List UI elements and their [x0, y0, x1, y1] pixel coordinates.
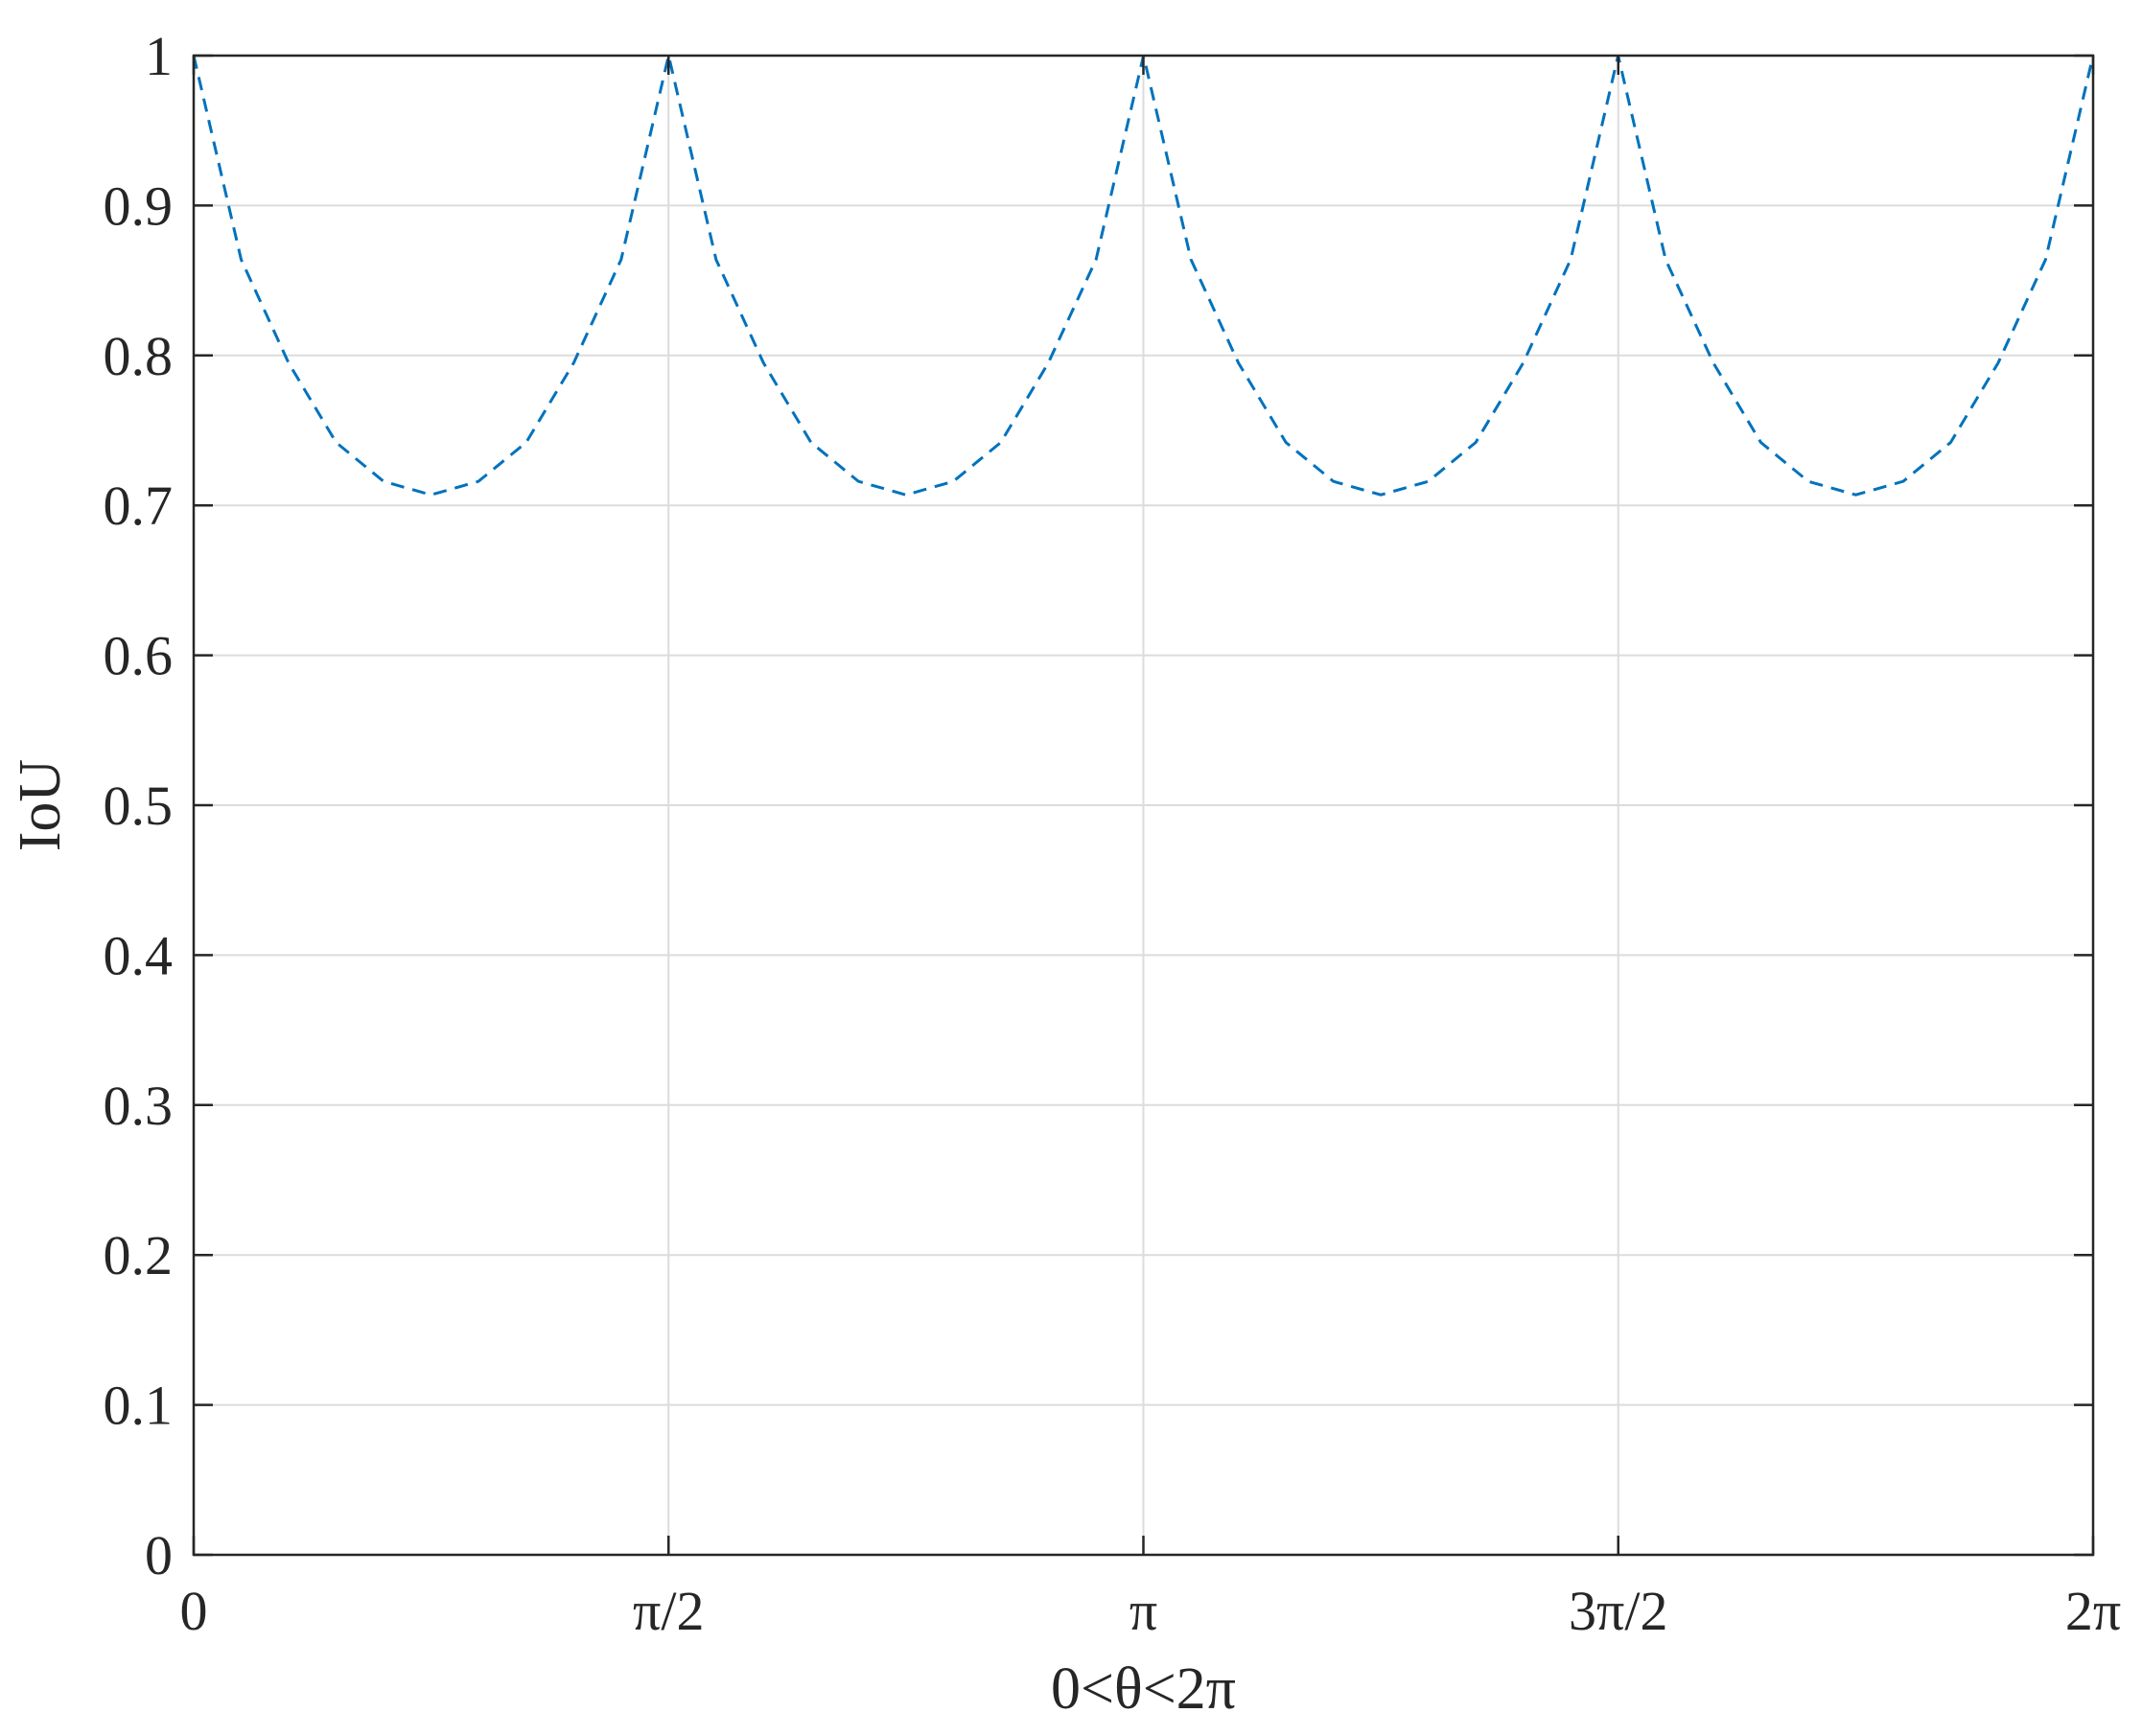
x-tick-label: 0: [180, 1580, 208, 1642]
y-tick-label: 0.7: [104, 475, 174, 537]
y-tick-label: 0.1: [104, 1375, 174, 1437]
y-tick-label: 1: [145, 25, 173, 87]
y-tick-label: 0.8: [104, 325, 174, 387]
y-tick-label: 0.9: [104, 174, 174, 237]
axes-layer: [192, 54, 2095, 1557]
y-tick-label: 0.4: [104, 924, 174, 986]
x-tick-label: π: [1129, 1580, 1157, 1642]
y-tick-label: 0.6: [104, 625, 174, 687]
y-tick-label: 0: [145, 1524, 173, 1586]
x-tick-label: 2π: [2065, 1580, 2121, 1642]
tick-label-layer: 0 π/2 π 3π/2 2π 0 0.1 0.2 0.3 0.4 0.5 0.6 0.7 0.8 0.9 1: [104, 25, 2122, 1642]
x-tick-label: π/2: [633, 1580, 704, 1642]
x-tick-label: 3π/2: [1569, 1580, 1667, 1642]
y-tick-label: 0.5: [104, 775, 174, 837]
x-axis-label: 0<θ<2π: [1051, 1656, 1236, 1722]
y-tick-label: 0.2: [104, 1224, 174, 1286]
y-axis-label: IoU: [8, 759, 73, 851]
y-tick-label: 0.3: [104, 1075, 174, 1137]
